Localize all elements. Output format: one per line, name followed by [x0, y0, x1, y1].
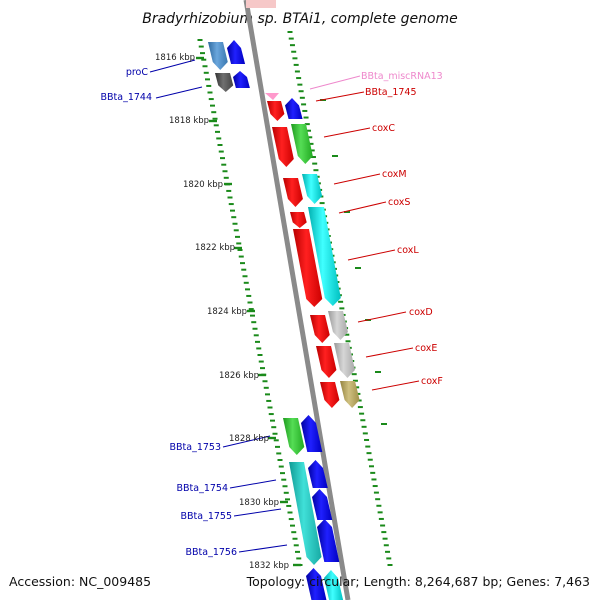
- gene-coxE[interactable]: [316, 346, 337, 378]
- gene-proC[interactable]: [208, 42, 228, 70]
- gene-bbta-1753-blue[interactable]: [301, 415, 323, 452]
- leader-bbta-1754: [229, 479, 277, 489]
- leader-coxD: [357, 311, 407, 323]
- kbp-label-1818: 1818 kbp: [169, 116, 209, 126]
- gene-coxM[interactable]: [283, 178, 303, 207]
- gene-bbta-1756-blue[interactable]: [317, 519, 340, 562]
- leader-bbta-1755: [233, 508, 282, 517]
- gene-coxS[interactable]: [290, 212, 307, 228]
- kbp-label-1816: 1816 kbp: [155, 53, 195, 63]
- gene-label-bbta-miscrna13[interactable]: BBta_miscRNA13: [361, 71, 443, 82]
- map-title: Bradyrhizobium sp. BTAi1, complete genom…: [142, 11, 458, 27]
- leader-bbta-1756: [238, 544, 288, 553]
- gene-coxE-gray[interactable]: [334, 343, 355, 378]
- leader-bbta-1753: [222, 435, 271, 448]
- gene-bbta-1753[interactable]: [283, 418, 305, 455]
- gene-bbta-miscrna13[interactable]: [265, 93, 279, 100]
- gene-coxD[interactable]: [310, 315, 330, 343]
- gene-coxL[interactable]: [293, 229, 323, 307]
- label-leaders: [149, 59, 420, 553]
- accession-text: Accession: NC_009485: [9, 574, 151, 589]
- gene-label-proC[interactable]: proC: [126, 67, 149, 78]
- kbp-label-1820: 1820 kbp: [183, 180, 223, 190]
- leader-proC: [149, 59, 196, 73]
- gene-bbta-1744[interactable]: [215, 73, 234, 92]
- leader-bbta-miscrna13: [309, 75, 361, 90]
- kbp-label-1822: 1822 kbp: [195, 243, 235, 253]
- gene-coxD-gray[interactable]: [328, 311, 348, 340]
- gene-coxM-cyan[interactable]: [302, 174, 323, 204]
- kbp-label-1832: 1832 kbp: [249, 561, 289, 571]
- gene-label-bbta-1756[interactable]: BBta_1756: [185, 547, 237, 558]
- gene-label-coxM[interactable]: coxM: [382, 169, 407, 180]
- gene-label-bbta-1745[interactable]: BBta_1745: [365, 87, 417, 98]
- gene-bbta-1757-blue[interactable]: [306, 568, 327, 600]
- kbp-label-1828: 1828 kbp: [229, 434, 269, 444]
- kbp-label-1826: 1826 kbp: [219, 371, 259, 381]
- gene-label-coxF[interactable]: coxF: [421, 376, 443, 387]
- gene-label-coxC[interactable]: coxC: [372, 123, 395, 134]
- gene-label-bbta-1753[interactable]: BBta_1753: [169, 442, 221, 453]
- gene-bbta-1754-blue[interactable]: [308, 460, 328, 488]
- gene-label-coxL[interactable]: coxL: [397, 245, 419, 256]
- gene-label-coxE[interactable]: coxE: [415, 343, 437, 354]
- gene-bbta-1745-blue[interactable]: [285, 98, 303, 119]
- gene-proC-blue[interactable]: [227, 40, 246, 64]
- leader-coxF: [371, 380, 420, 391]
- leader-coxL: [347, 249, 396, 261]
- gene-coxL-cyan[interactable]: [308, 207, 341, 306]
- gene-label-bbta-1744[interactable]: BBta_1744: [100, 92, 152, 103]
- top-gene-fragment: [246, 0, 276, 8]
- leader-coxE: [365, 347, 414, 358]
- gene-coxF[interactable]: [320, 382, 340, 408]
- gene-bbta-1757-cyan[interactable]: [324, 570, 344, 600]
- gene-label-bbta-1754[interactable]: BBta_1754: [176, 483, 228, 494]
- gene-coxC-green[interactable]: [291, 124, 313, 164]
- kbp-label-1830: 1830 kbp: [239, 498, 279, 508]
- topology-text: Topology: circular; Length: 8,264,687 bp…: [246, 574, 590, 589]
- gene-features: [208, 40, 360, 600]
- leader-coxS: [338, 201, 387, 214]
- gene-label-bbta-1755[interactable]: BBta_1755: [180, 511, 232, 522]
- gene-bbta-1754[interactable]: [289, 462, 322, 565]
- gene-coxF-khaki[interactable]: [340, 381, 360, 408]
- gene-label-coxS[interactable]: coxS: [388, 197, 410, 208]
- leader-bbta-1744: [155, 86, 203, 99]
- leader-bbta-1745: [315, 91, 365, 102]
- leader-coxC: [323, 127, 371, 138]
- gene-bbta-1745-red[interactable]: [267, 101, 285, 121]
- kbp-label-1824: 1824 kbp: [207, 307, 247, 317]
- genome-backbone: [243, 0, 351, 600]
- gene-bbta-1755-blue[interactable]: [312, 489, 333, 520]
- gene-label-coxD[interactable]: coxD: [409, 307, 433, 318]
- gene-coxC[interactable]: [272, 127, 294, 167]
- leader-coxM: [333, 173, 381, 185]
- gene-bbta-1744-blue[interactable]: [233, 71, 250, 88]
